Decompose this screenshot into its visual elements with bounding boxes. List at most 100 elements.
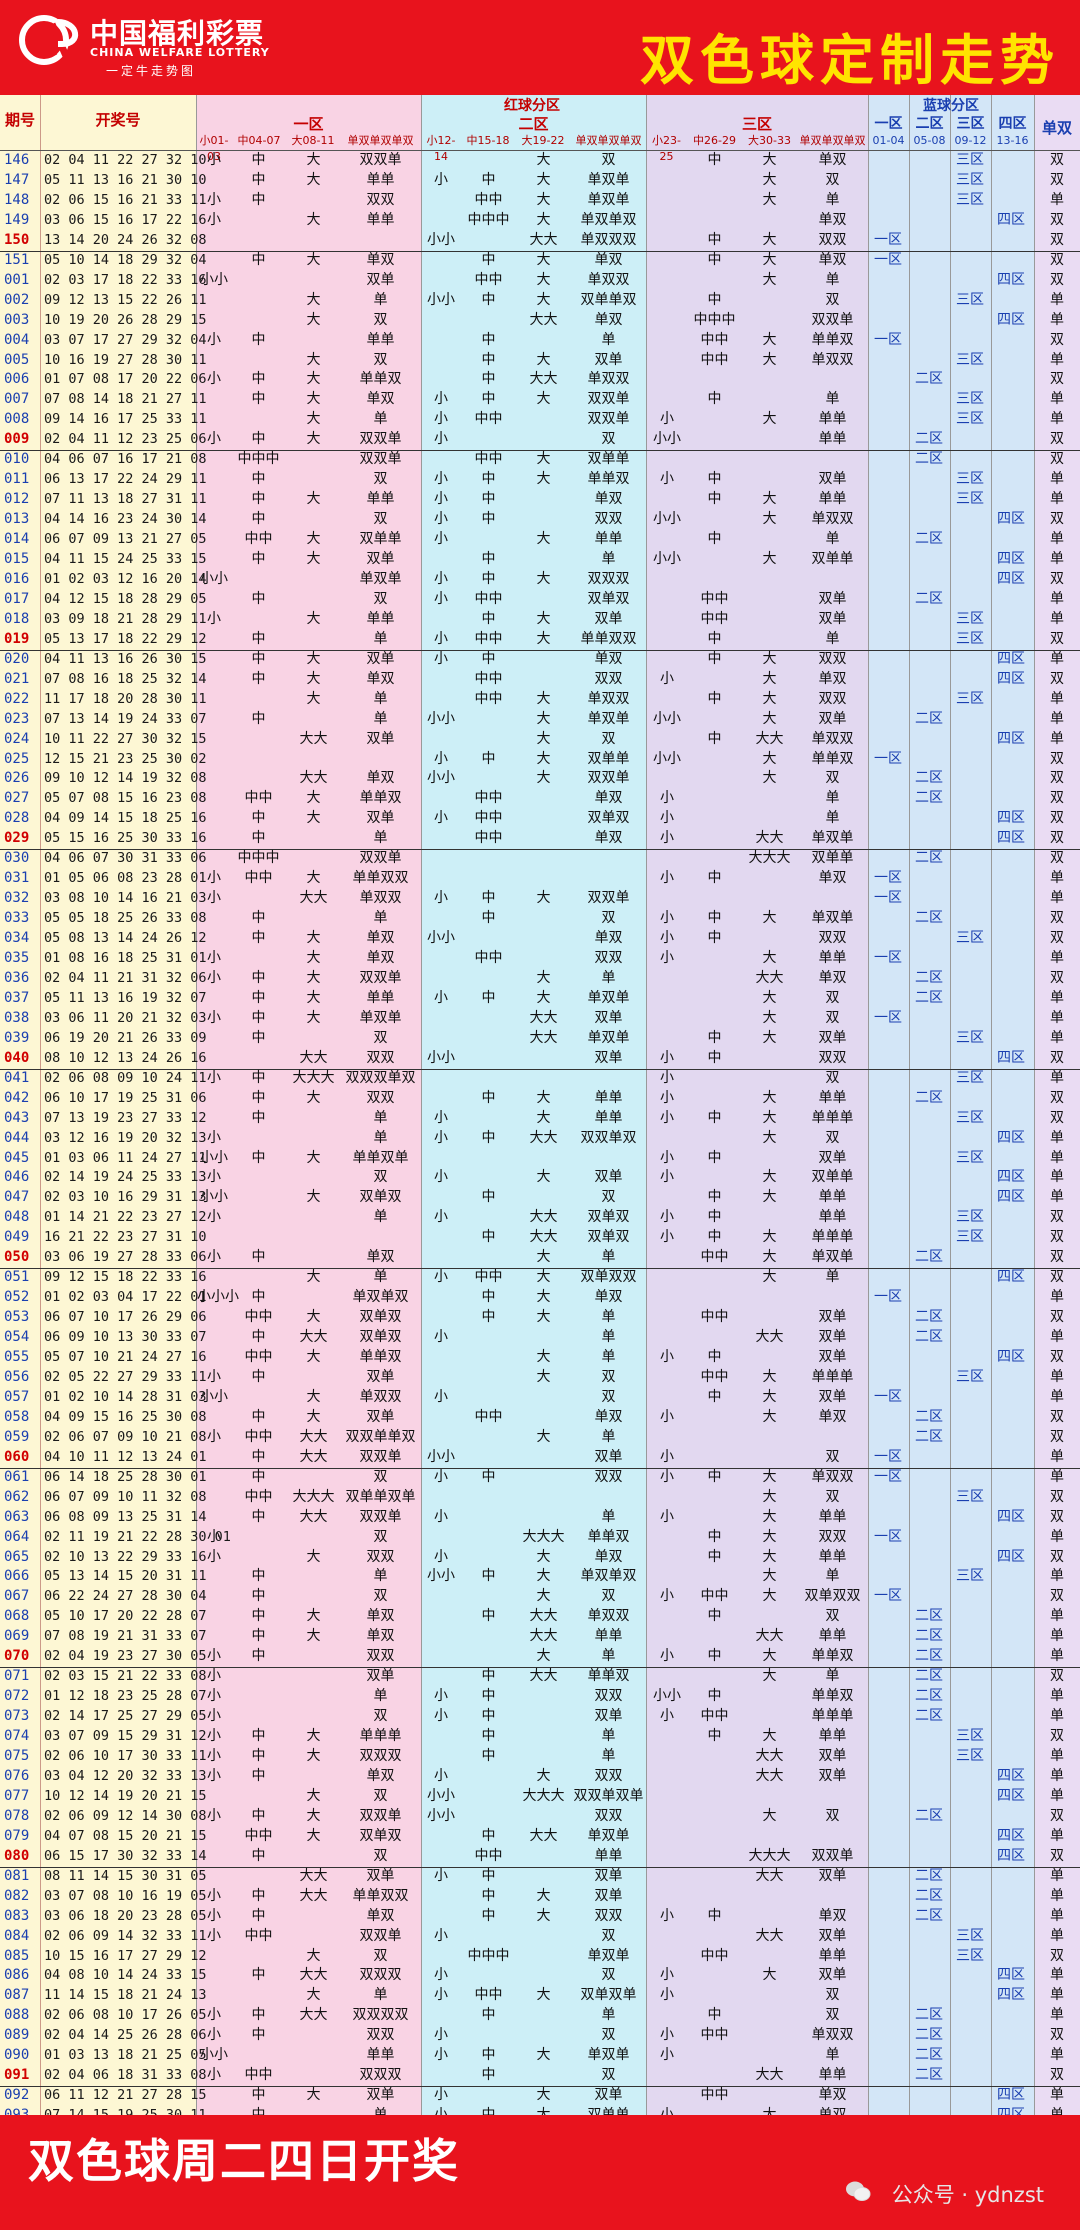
zone1-cell: 单: [373, 1129, 388, 1146]
zone2-cell: 中: [481, 910, 496, 927]
table-row: 085 10 15 16 17 27 29 12 大 双 中中中 单双单 中中 单单 三区 双: [0, 1947, 1080, 1966]
zone3-cell: 单双: [818, 211, 847, 228]
blue-zone-cell: 三区: [956, 191, 984, 208]
group-separator: [0, 1866, 1080, 1868]
zone2-cell: 中: [481, 1129, 496, 1146]
zone2-cell: 大: [536, 1887, 551, 1904]
zone1-band: [196, 95, 421, 2115]
draw-numbers: 05 07 10 21 24 27 16: [44, 1349, 207, 1365]
zone3-cell: 中: [707, 1189, 722, 1206]
period-number: 007: [4, 391, 30, 408]
zone2-cell: 大: [536, 271, 551, 288]
odd-even-cell: 双: [1050, 1847, 1064, 1864]
table-row: 067 06 22 24 27 28 30 04 中 双 大 双 小 中中 大 双单双双 一区 双: [0, 1587, 1080, 1606]
zone2-cell: 中: [481, 989, 496, 1006]
zone2-cell: 双: [601, 431, 616, 448]
zone3-cell: 中: [707, 870, 722, 887]
zone1-cell: 双双单单双: [345, 1428, 416, 1445]
blue-zone-cell: 二区: [915, 2027, 943, 2044]
period-number: 091: [4, 2067, 30, 2084]
period-number: 041: [4, 1069, 30, 1086]
zone3-cell: 大: [762, 670, 777, 687]
zone1-cell: 大: [306, 1628, 321, 1645]
period-number: 148: [4, 191, 30, 208]
zone2-cell: 中: [481, 1289, 496, 1306]
odd-even-cell: 单: [1050, 1368, 1064, 1385]
zone2-cell: 小小: [427, 1787, 455, 1804]
odd-even-cell: 双: [1050, 371, 1064, 388]
zone1-cell: 双: [373, 1588, 388, 1605]
zone3-cell: 双单双双: [804, 1588, 861, 1605]
zone2-cell: 中: [481, 471, 496, 488]
blue-zone-cell: 三区: [956, 491, 984, 508]
table-row: 003 10 19 20 26 28 29 15 大 双 大大 单双 中中中 双双单 四区 单: [0, 311, 1080, 330]
zone2-cell: 双双单: [587, 770, 630, 787]
zone3-cell: 中中: [700, 610, 729, 627]
zone2-cell: 小: [434, 1209, 448, 1226]
zone3-cell: 单: [825, 790, 840, 807]
zone1-cell: 中: [251, 1807, 266, 1824]
blue-zone-cell: 三区: [956, 351, 984, 368]
zone2-cell: 大: [536, 1767, 551, 1784]
table-row: 009 02 04 11 12 23 25 06 小中大双双单小双小小 单单 二区双: [0, 430, 1080, 449]
draw-numbers: 01 12 18 23 25 28 07: [44, 1688, 207, 1705]
table-row: 043 07 13 19 23 27 33 12 中 单 小 大 单单 小 中 大 单单单 三区 双: [0, 1109, 1080, 1128]
zone1-cell: 大: [306, 291, 321, 308]
zone3-cell: 单双: [818, 1408, 847, 1425]
zone1-cell: 小: [207, 152, 221, 168]
zone3-cell: 大: [762, 1269, 777, 1286]
blue-zone-cell: 三区: [956, 1568, 984, 1585]
zone1-cell: 双单: [366, 271, 395, 288]
table-row: 029 05 15 16 25 30 33 16 中 单 中中 单双 小 大大 单双单 四区 双: [0, 829, 1080, 848]
blue-zone2-range: 05-08: [913, 134, 946, 147]
zone3-cell: 大: [762, 491, 777, 508]
period-number: 052: [4, 1289, 30, 1306]
zone3-cell: 小: [660, 910, 674, 927]
zone2-cell: 大: [536, 391, 551, 408]
zone2-cell: 单双单: [587, 989, 630, 1006]
blue-zone-cell: 四区: [997, 1169, 1025, 1186]
zone2-cell: 双双: [594, 1807, 623, 1824]
period-number: 008: [4, 411, 30, 428]
odd-even-cell: 双: [1050, 1209, 1064, 1226]
zone2-cell: 双双: [594, 1907, 623, 1924]
odd-even-cell: 双: [1050, 570, 1064, 587]
zone1-cell: 双双双: [359, 1748, 402, 1764]
table-row: 027 05 07 08 15 16 23 08 中中 大 单单双 中中 单双 小 单 二区 双: [0, 789, 1080, 808]
zone1-cell: 小: [207, 371, 221, 388]
period-number: 020: [4, 650, 30, 667]
table-row: 074 03 07 09 15 29 31 12 小 中 大 单单单 中 单 中 大 单单 三区 双: [0, 1727, 1080, 1746]
period-number: 060: [4, 1448, 30, 1465]
zone1-cell: 大: [306, 969, 321, 986]
zone1-cell: 中: [251, 1887, 266, 1904]
zone3-cell: 中: [707, 1728, 722, 1745]
zone2-cell: 中: [481, 1887, 496, 1904]
table-row: 058 04 09 15 16 25 30 08 中 大 双单 中中 单双 小 大 单双 二区 双: [0, 1408, 1080, 1427]
zone1-cell: 单双单: [359, 570, 402, 587]
period-number: 076: [4, 1767, 30, 1784]
period-number: 062: [4, 1488, 30, 1505]
table-row: 004 03 07 17 27 29 32 04 小 中 单单 中 单 中中 大 单单双 一区 双: [0, 331, 1080, 350]
odd-even-cell: 单: [1050, 291, 1064, 308]
zone1-cell: 中: [251, 710, 266, 727]
zone3-cell: 大大: [755, 1867, 784, 1884]
period-number: 030: [4, 850, 30, 867]
zone2-cell: 小: [434, 1388, 448, 1405]
zone3-cell: 中: [707, 1149, 722, 1166]
zone1-cell: 单双双: [359, 890, 402, 907]
blue-zone-cell: 三区: [956, 610, 984, 627]
zone2-cell: 双: [601, 1388, 616, 1405]
zone2-cell: 双单: [594, 1049, 623, 1066]
zone3-cell: 小小: [653, 551, 681, 567]
zone3-big-sub: 大30-33: [748, 134, 791, 147]
blue-zone-cell: 三区: [956, 411, 984, 428]
zone3-cell: 小: [660, 1967, 674, 1984]
zone3-cell: 大: [762, 1528, 777, 1545]
zone2-cell: 小: [434, 750, 448, 767]
zone1-cell: 小: [207, 191, 221, 208]
zone2-cell: 小: [434, 650, 448, 667]
odd-even-cell: 单: [1050, 391, 1064, 408]
zone1-cell: 双双: [366, 1548, 395, 1565]
zone1-cell: 双: [373, 590, 388, 607]
blue-zone-cell: 三区: [956, 1368, 984, 1385]
